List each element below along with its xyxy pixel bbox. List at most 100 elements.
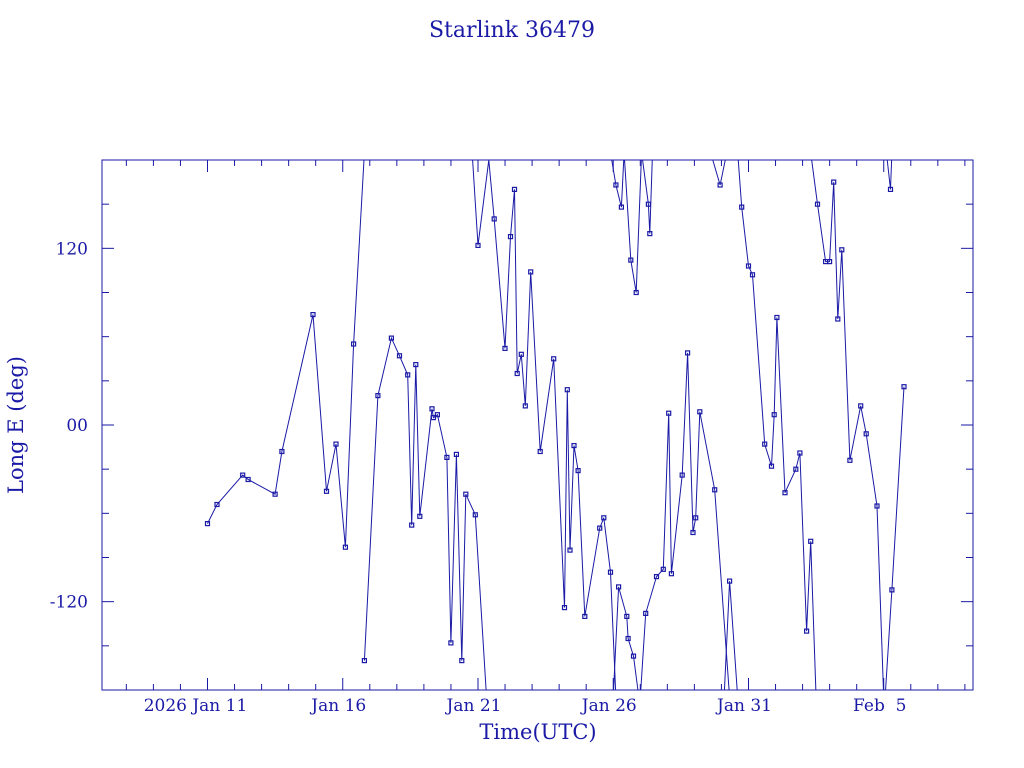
data-point [528,269,534,275]
x-tick-label: Jan 16 [309,696,366,716]
data-point [214,501,220,508]
y-tick-label: 00 [66,416,88,436]
data-point [645,201,652,207]
series-line-10 [886,160,893,190]
data-point [342,544,348,550]
data-point [204,520,211,527]
data-point [514,370,520,377]
data-point [690,529,696,536]
data-point [472,512,478,518]
data-point [459,657,465,664]
data-point [582,613,588,620]
data-point [323,488,330,494]
data-point [272,491,278,497]
data-point [697,409,703,415]
y-tick-labels: 120 00 -120 [50,239,88,612]
data-point [361,657,367,664]
data-point [717,182,723,188]
series-line-3 [472,160,617,690]
series-layer [204,160,907,690]
data-point [793,466,799,472]
data-point [491,216,497,222]
data-point [660,566,666,572]
x-tick-labels: 2026 Jan 11 Jan 16 Jan 21 Jan 26 Jan 31 Feb 5 [144,696,907,716]
data-point [768,463,775,469]
x-axis-label: Time(UTC) [479,720,596,744]
data-point [630,653,637,659]
data-point [726,578,733,584]
data-point [887,186,894,192]
data-point [310,312,316,318]
data-point [618,204,625,210]
y-tick-label: 120 [56,239,88,259]
x-tick-label: Jan 21 [445,696,502,716]
x-tick-label: Jan 31 [715,696,772,716]
data-point [613,182,619,188]
data-point [693,515,699,521]
data-point [597,525,603,531]
series-line-4 [613,586,639,690]
data-point [749,272,756,278]
data-point [782,490,788,496]
data-point [745,263,752,269]
y-axis-label: Long E (deg) [4,356,28,494]
data-point [684,350,691,356]
data-point [762,441,768,447]
data-point [771,412,777,418]
data-point [463,491,469,497]
data-point [453,451,459,457]
data-point [567,547,573,553]
data-point [475,242,481,248]
data-point [647,231,653,237]
data-point [831,179,837,185]
data-point [388,335,394,341]
data-point [502,345,508,351]
data-point [874,503,880,509]
series-line-11 [885,386,905,690]
series-line-1 [207,160,365,548]
data-point [405,372,411,378]
data-point [434,412,440,418]
data-point [739,204,745,210]
series-line-7 [723,581,738,690]
data-point [633,289,639,296]
data-point [601,515,607,521]
data-point [279,448,285,455]
data-point [333,441,339,447]
data-point [444,454,450,460]
data-point [712,487,718,493]
data-point [551,356,557,362]
chart-title: Starlink 36479 [429,18,595,43]
data-point [575,468,581,474]
data-point [409,522,415,528]
series-line-2 [363,336,487,690]
data-point [396,353,403,359]
data-point [413,362,419,368]
data-point [522,403,528,409]
data-point [607,569,614,575]
data-point [797,450,803,456]
x-tick-label: Jan 26 [580,696,637,716]
data-point [507,234,514,240]
data-point [624,613,630,620]
series-line-6 [640,352,730,690]
data-point [901,384,907,390]
data-point [666,410,672,416]
data-point [448,640,454,646]
data-point [351,341,357,347]
data-point [625,635,631,642]
data-point [615,584,622,590]
data-point [571,443,577,449]
data-point [511,186,518,192]
data-point [564,387,570,393]
series-line-9 [811,160,884,690]
data-point [847,457,853,463]
data-point [561,604,568,611]
series-line-8 [712,160,817,690]
data-point [245,476,251,483]
data-point [803,628,810,634]
data-point [839,247,845,253]
data-point [889,587,895,593]
data-point [430,415,436,421]
